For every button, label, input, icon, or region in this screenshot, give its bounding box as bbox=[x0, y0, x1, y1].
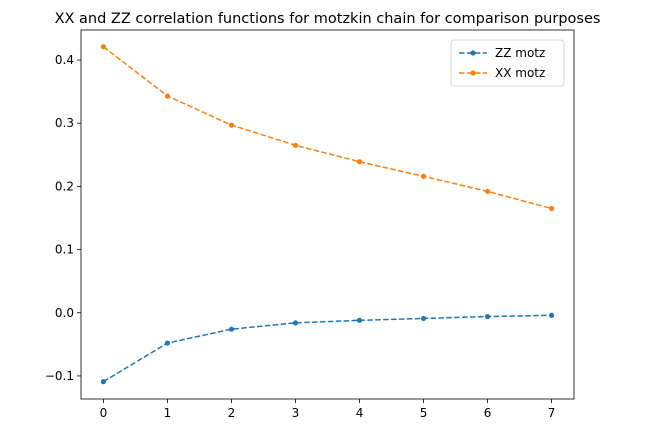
legend-marker-zz-motz bbox=[470, 50, 476, 56]
axis-ticks: 0 1 2 3 4 5 6 7 −0.1 0.0 0.1 0.2 0.3 0.4 bbox=[45, 53, 556, 420]
x-tick-label: 4 bbox=[356, 406, 364, 420]
legend-box bbox=[450, 39, 565, 87]
x-tick-label: 2 bbox=[228, 406, 236, 420]
data-point-zz-motz bbox=[548, 312, 555, 318]
data-point-zz-motz bbox=[292, 320, 299, 326]
y-tick-label: 0.4 bbox=[55, 53, 74, 67]
series-line-zz-motz bbox=[103, 314, 552, 383]
y-tick-label: 0.1 bbox=[55, 243, 74, 257]
data-point-xx-motz bbox=[100, 44, 107, 50]
legend: ZZ motz XX motz bbox=[450, 39, 565, 87]
data-point-xx-motz bbox=[228, 122, 235, 128]
x-tick-label: 3 bbox=[292, 406, 300, 420]
x-tick-label: 0 bbox=[100, 406, 108, 420]
y-tick-label: −0.1 bbox=[45, 369, 74, 383]
x-tick-label: 5 bbox=[420, 406, 428, 420]
data-point-xx-motz bbox=[548, 205, 555, 212]
data-point-xx-motz bbox=[164, 93, 171, 99]
legend-label-zz-motz: ZZ motz bbox=[495, 46, 545, 60]
data-point-zz-motz bbox=[164, 340, 171, 346]
legend-label-xx-motz: XX motz bbox=[495, 66, 545, 80]
data-point-xx-motz bbox=[484, 188, 491, 195]
x-tick-label: 7 bbox=[548, 406, 556, 420]
y-tick-label: 0.2 bbox=[55, 179, 74, 193]
data-point-zz-motz bbox=[484, 313, 491, 320]
y-tick-label: 0.3 bbox=[55, 116, 74, 130]
legend-marker-xx-motz bbox=[470, 70, 476, 76]
plot-area bbox=[80, 29, 575, 400]
data-point-zz-motz bbox=[420, 315, 427, 322]
x-tick-label: 1 bbox=[164, 406, 172, 420]
data-point-zz-motz bbox=[100, 379, 107, 385]
series-layer bbox=[100, 44, 555, 385]
y-tick-label: 0.0 bbox=[55, 306, 74, 320]
data-point-xx-motz bbox=[292, 142, 299, 148]
data-point-zz-motz bbox=[228, 326, 235, 332]
x-tick-label: 6 bbox=[484, 406, 492, 420]
data-point-xx-motz bbox=[356, 159, 363, 165]
chart-title: XX and ZZ correlation functions for motz… bbox=[55, 11, 601, 27]
data-point-zz-motz bbox=[356, 317, 363, 323]
series-line-xx-motz bbox=[102, 46, 552, 210]
data-point-xx-motz bbox=[420, 173, 427, 179]
